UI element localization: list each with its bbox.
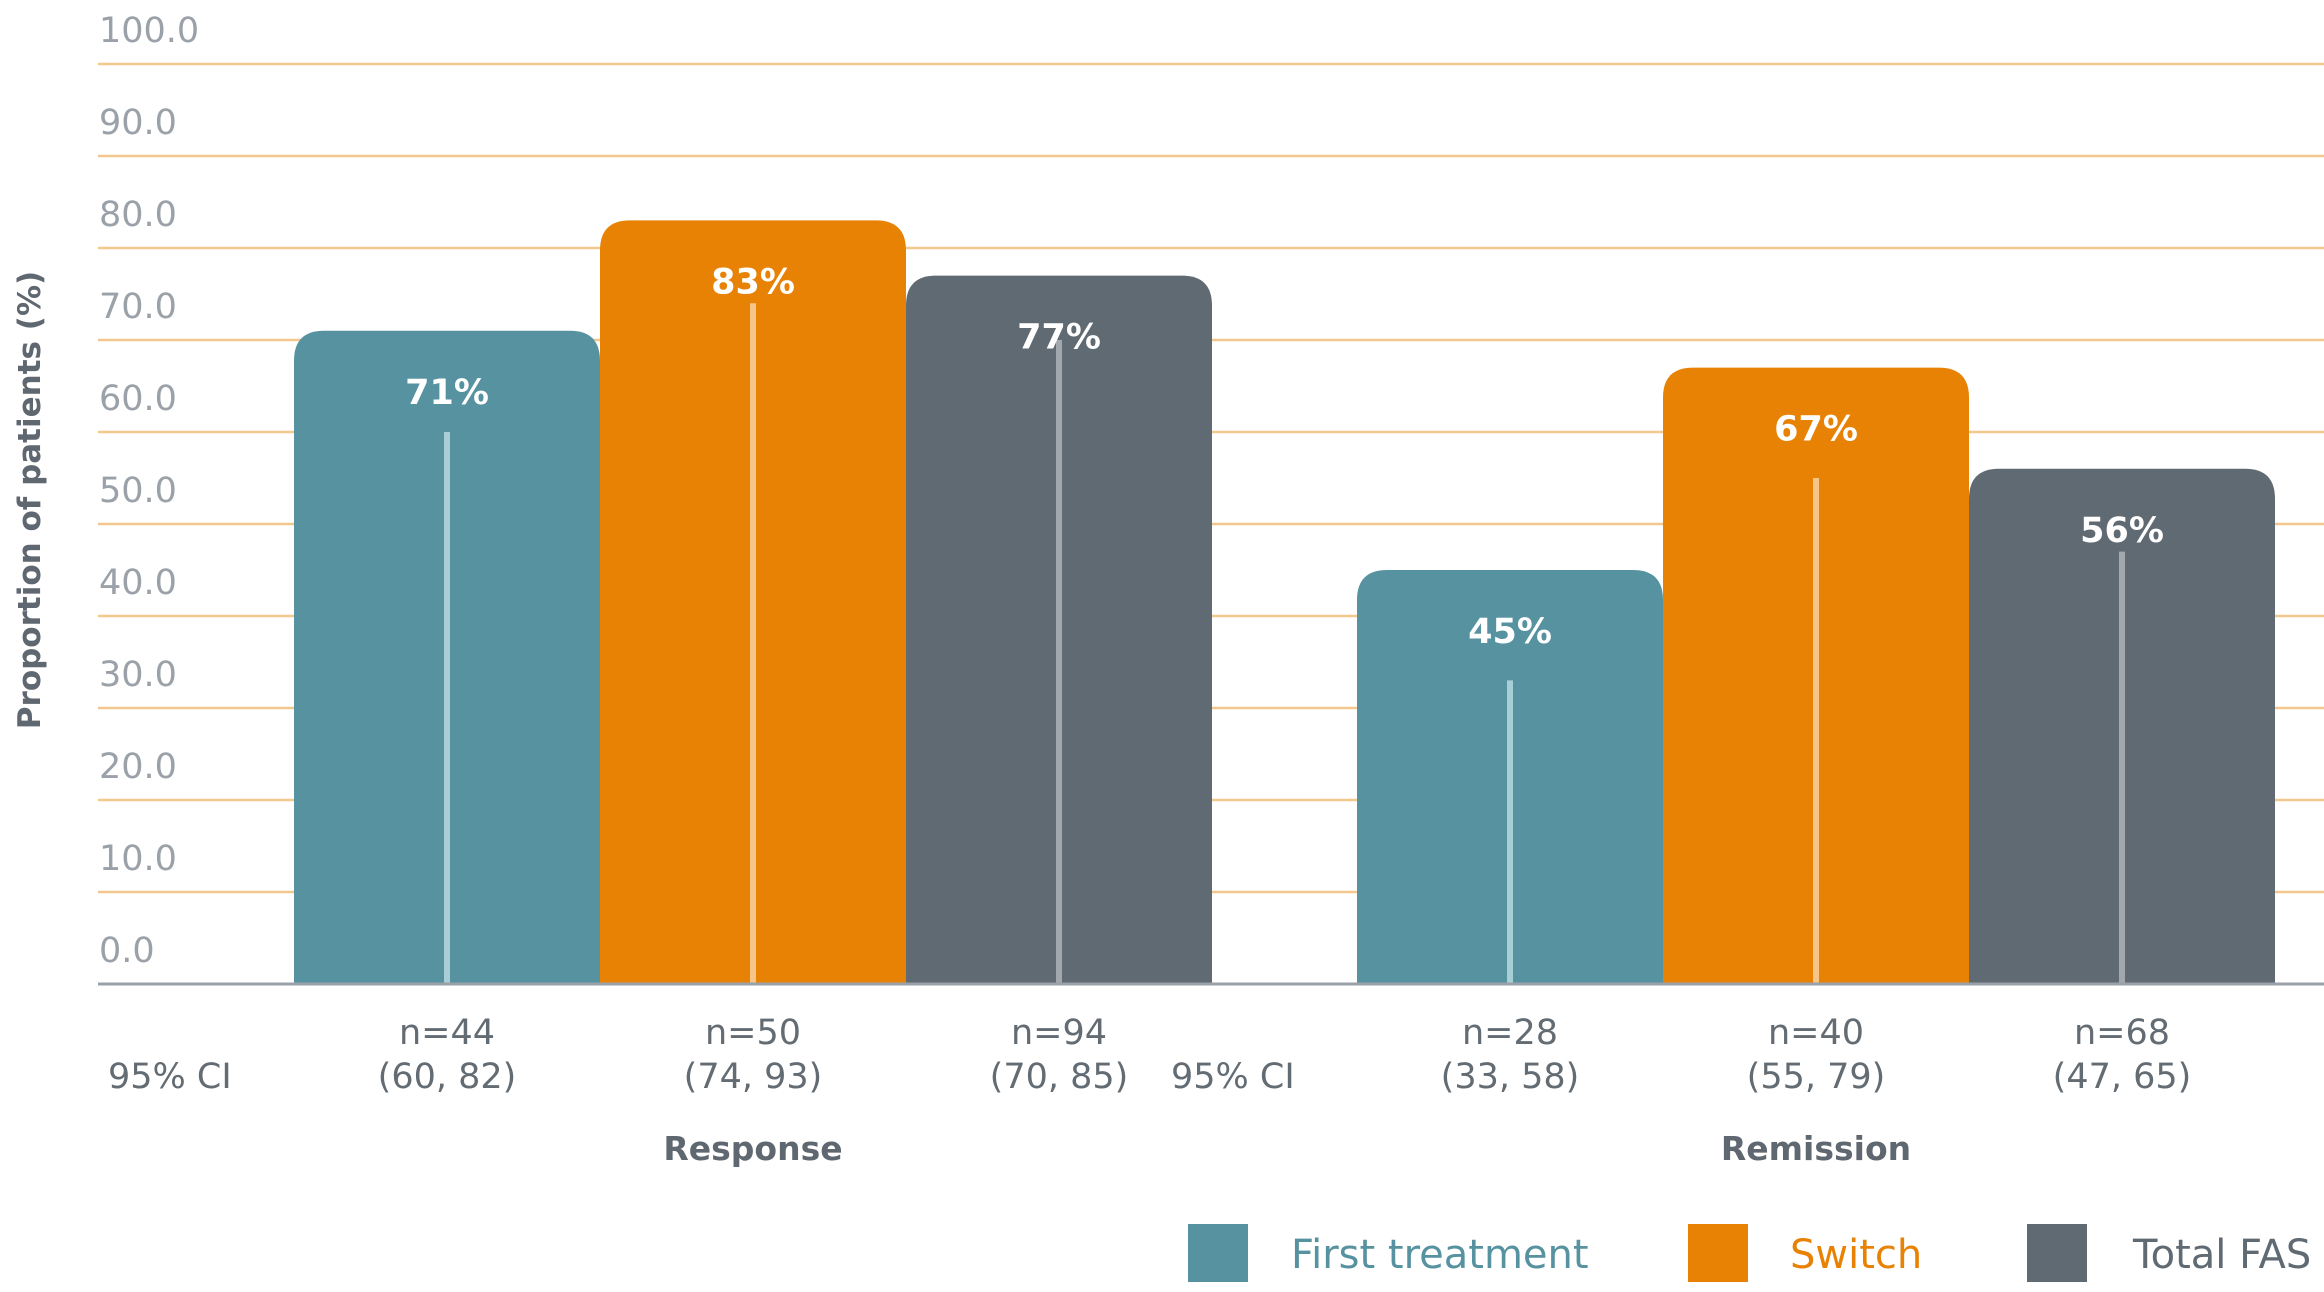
y-tick-label: 70.0	[99, 287, 177, 327]
ci-range-label: (47, 65)	[2053, 1057, 2192, 1097]
y-tick-label: 100.0	[99, 11, 199, 51]
n-label: n=28	[1462, 1013, 1558, 1053]
bar-value-label: 83%	[711, 262, 795, 302]
ci-range-label: (33, 58)	[1441, 1057, 1580, 1097]
ci-label: 95% CI	[108, 1057, 232, 1097]
y-axis-ticks: 0.0 10.0 20.0 30.0 40.0 50.0 60.0 70.0 80.0 90.0 1…	[99, 11, 199, 971]
legend: First treatment Switch Total FAS	[1188, 1224, 2311, 1282]
n-label: n=68	[2074, 1013, 2170, 1053]
n-label: n=44	[399, 1013, 495, 1053]
y-tick-label: 90.0	[99, 103, 177, 143]
y-tick-label: 20.0	[99, 747, 177, 787]
legend-label: Total FAS	[2132, 1232, 2311, 1278]
legend-swatch	[1688, 1224, 1748, 1282]
n-label: n=40	[1768, 1013, 1864, 1053]
y-tick-label: 30.0	[99, 655, 177, 695]
ci-range-label: (55, 79)	[1747, 1057, 1886, 1097]
legend-label: First treatment	[1291, 1232, 1589, 1278]
x-axis-labels: n=44(60, 82) n=50(74, 93) n=94(70, 85) 95% …	[108, 1013, 2191, 1168]
group-label: Response	[663, 1129, 842, 1168]
y-tick-label: 40.0	[99, 563, 177, 603]
ci-label: 95% CI	[1171, 1057, 1295, 1097]
y-tick-label: 10.0	[99, 839, 177, 879]
ci-range-label: (70, 85)	[990, 1057, 1129, 1097]
y-tick-label: 50.0	[99, 471, 177, 511]
y-tick-label: 60.0	[99, 379, 177, 419]
legend-swatch	[1188, 1224, 1248, 1282]
bar-value-label: 67%	[1774, 410, 1858, 450]
legend-label: Switch	[1790, 1232, 1922, 1278]
legend-swatch	[2027, 1224, 2087, 1282]
y-tick-label: 80.0	[99, 195, 177, 235]
y-tick-label: 0.0	[99, 931, 155, 971]
n-label: n=50	[705, 1013, 801, 1053]
ci-range-label: (60, 82)	[378, 1057, 517, 1097]
bar-value-label: 77%	[1017, 318, 1101, 358]
bar-value-label: 45%	[1468, 612, 1552, 652]
n-label: n=94	[1011, 1013, 1107, 1053]
bar-value-label: 56%	[2080, 511, 2164, 551]
y-axis-label: Proportion of patients (%)	[12, 271, 48, 729]
group-label: Remission	[1721, 1129, 1911, 1168]
ci-range-label: (74, 93)	[684, 1057, 823, 1097]
bars: 71% 83% 77% 45% 67% 56%	[294, 220, 2275, 985]
bar-value-label: 71%	[405, 373, 489, 413]
